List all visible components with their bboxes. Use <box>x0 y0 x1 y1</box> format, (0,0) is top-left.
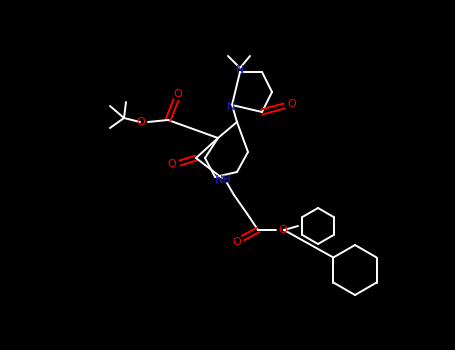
Text: N: N <box>227 102 235 112</box>
Text: NH: NH <box>215 175 232 185</box>
Text: O: O <box>174 89 182 99</box>
Text: N: N <box>236 65 244 75</box>
Text: O: O <box>288 99 296 109</box>
Text: O: O <box>233 237 241 247</box>
Text: O: O <box>278 225 288 235</box>
Text: O: O <box>136 117 146 127</box>
Text: O: O <box>167 159 177 169</box>
